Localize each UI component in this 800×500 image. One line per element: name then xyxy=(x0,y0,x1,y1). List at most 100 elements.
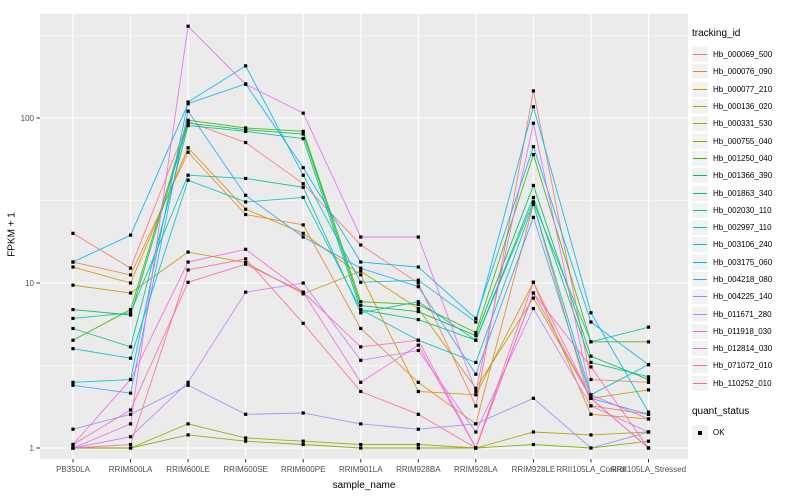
data-point xyxy=(589,396,593,400)
x-tick-label: RRIM928LE xyxy=(512,465,556,474)
data-point xyxy=(416,380,420,384)
data-point xyxy=(301,281,305,285)
data-point xyxy=(128,281,133,285)
data-point xyxy=(589,320,593,324)
data-point xyxy=(301,231,305,235)
data-point xyxy=(474,422,478,426)
data-point xyxy=(128,408,133,412)
legend-item-label: Hb_000076_090 xyxy=(713,67,773,77)
legend-key-line-icon xyxy=(693,106,707,108)
panel-background xyxy=(40,14,688,459)
x-tick-label: RRIM600LA xyxy=(109,465,153,474)
y-axis-title: FPKM + 1 xyxy=(6,212,18,257)
data-point xyxy=(416,235,420,239)
legend-items: Hb_000069_500 Hb_000076_090 Hb_000077_210 H… xyxy=(692,46,798,392)
data-point xyxy=(186,380,190,384)
data-point xyxy=(359,266,363,270)
legend-key xyxy=(692,358,708,374)
legend-item: Hb_011918_030 xyxy=(692,323,798,340)
legend-key-line-icon xyxy=(693,192,707,194)
legend-item-label: Hb_012814_030 xyxy=(713,344,773,354)
legend-item: Hb_012814_030 xyxy=(692,340,798,357)
data-point xyxy=(474,333,478,338)
data-point xyxy=(646,439,651,443)
legend: tracking_id Hb_000069_500 Hb_000076_090 Hb… xyxy=(692,28,798,441)
data-point xyxy=(71,347,75,351)
data-point xyxy=(416,442,420,447)
x-tick-label: RRII105LA_Control xyxy=(556,465,626,474)
data-point xyxy=(244,260,248,265)
data-point xyxy=(186,146,190,150)
data-point xyxy=(128,313,133,317)
data-point xyxy=(589,433,593,437)
legend-item-label: Hb_000331_530 xyxy=(713,119,773,129)
legend-item-label: Hb_000069_500 xyxy=(713,50,773,60)
data-point xyxy=(531,105,535,109)
legend-item-label: Hb_002997_110 xyxy=(713,223,772,233)
data-point xyxy=(589,412,593,416)
legend-key xyxy=(692,202,708,218)
data-point xyxy=(359,358,363,362)
data-point xyxy=(416,265,420,269)
data-point xyxy=(301,185,305,189)
data-point xyxy=(359,243,363,247)
legend-item-label: Hb_011671_280 xyxy=(713,309,772,319)
data-point xyxy=(474,389,478,394)
data-point xyxy=(71,307,75,312)
data-point xyxy=(186,268,190,272)
data-point xyxy=(71,380,75,384)
data-point xyxy=(128,356,133,360)
legend-item: Hb_002030_110 xyxy=(692,202,798,219)
legend-key xyxy=(692,375,708,391)
data-point xyxy=(359,280,363,284)
data-point xyxy=(301,166,305,170)
legend-key-line-icon xyxy=(693,279,707,280)
data-point xyxy=(531,195,535,200)
legend-item-label: OK xyxy=(713,428,725,438)
data-point xyxy=(416,446,420,450)
data-point xyxy=(416,318,420,322)
data-point xyxy=(359,307,363,312)
legend-item: Hb_011671_280 xyxy=(692,305,798,322)
legend-item: Hb_000069_500 xyxy=(692,46,798,63)
data-point xyxy=(589,377,593,382)
data-point xyxy=(359,235,363,239)
data-point xyxy=(301,137,305,141)
data-point xyxy=(186,178,190,182)
data-point xyxy=(359,380,363,384)
legend-key-line-icon xyxy=(693,365,707,367)
data-point xyxy=(244,247,248,251)
data-point xyxy=(416,285,420,289)
legend-key xyxy=(692,323,708,339)
data-point xyxy=(244,193,248,197)
data-point xyxy=(186,260,190,264)
legend-item-label: Hb_004225_140 xyxy=(713,292,773,302)
x-tick-label: RRIM600PE xyxy=(281,465,325,474)
data-point xyxy=(128,412,133,416)
data-point xyxy=(474,338,478,342)
data-point xyxy=(244,290,248,294)
data-point xyxy=(416,281,420,285)
data-point xyxy=(71,442,75,447)
data-point xyxy=(359,303,363,308)
data-point xyxy=(186,280,190,284)
black-square-marker-icon xyxy=(698,430,702,435)
data-point xyxy=(244,207,248,211)
legend-item-label: Hb_004218_080 xyxy=(713,275,773,284)
legend-key-line-icon xyxy=(693,209,707,211)
legend-key-line-icon xyxy=(693,175,707,177)
data-point xyxy=(186,121,190,125)
data-point xyxy=(474,360,478,365)
data-point xyxy=(128,273,133,277)
data-point xyxy=(416,306,420,311)
data-point xyxy=(646,417,651,421)
data-point xyxy=(531,396,535,400)
data-point xyxy=(646,340,651,344)
legend-key xyxy=(692,168,708,184)
data-point xyxy=(589,393,593,397)
legend-key xyxy=(692,99,708,115)
legend-item-label: Hb_011918_030 xyxy=(713,326,772,336)
data-point xyxy=(416,278,420,282)
data-point xyxy=(244,129,248,133)
legend-item: Hb_002997_110 xyxy=(692,219,798,236)
